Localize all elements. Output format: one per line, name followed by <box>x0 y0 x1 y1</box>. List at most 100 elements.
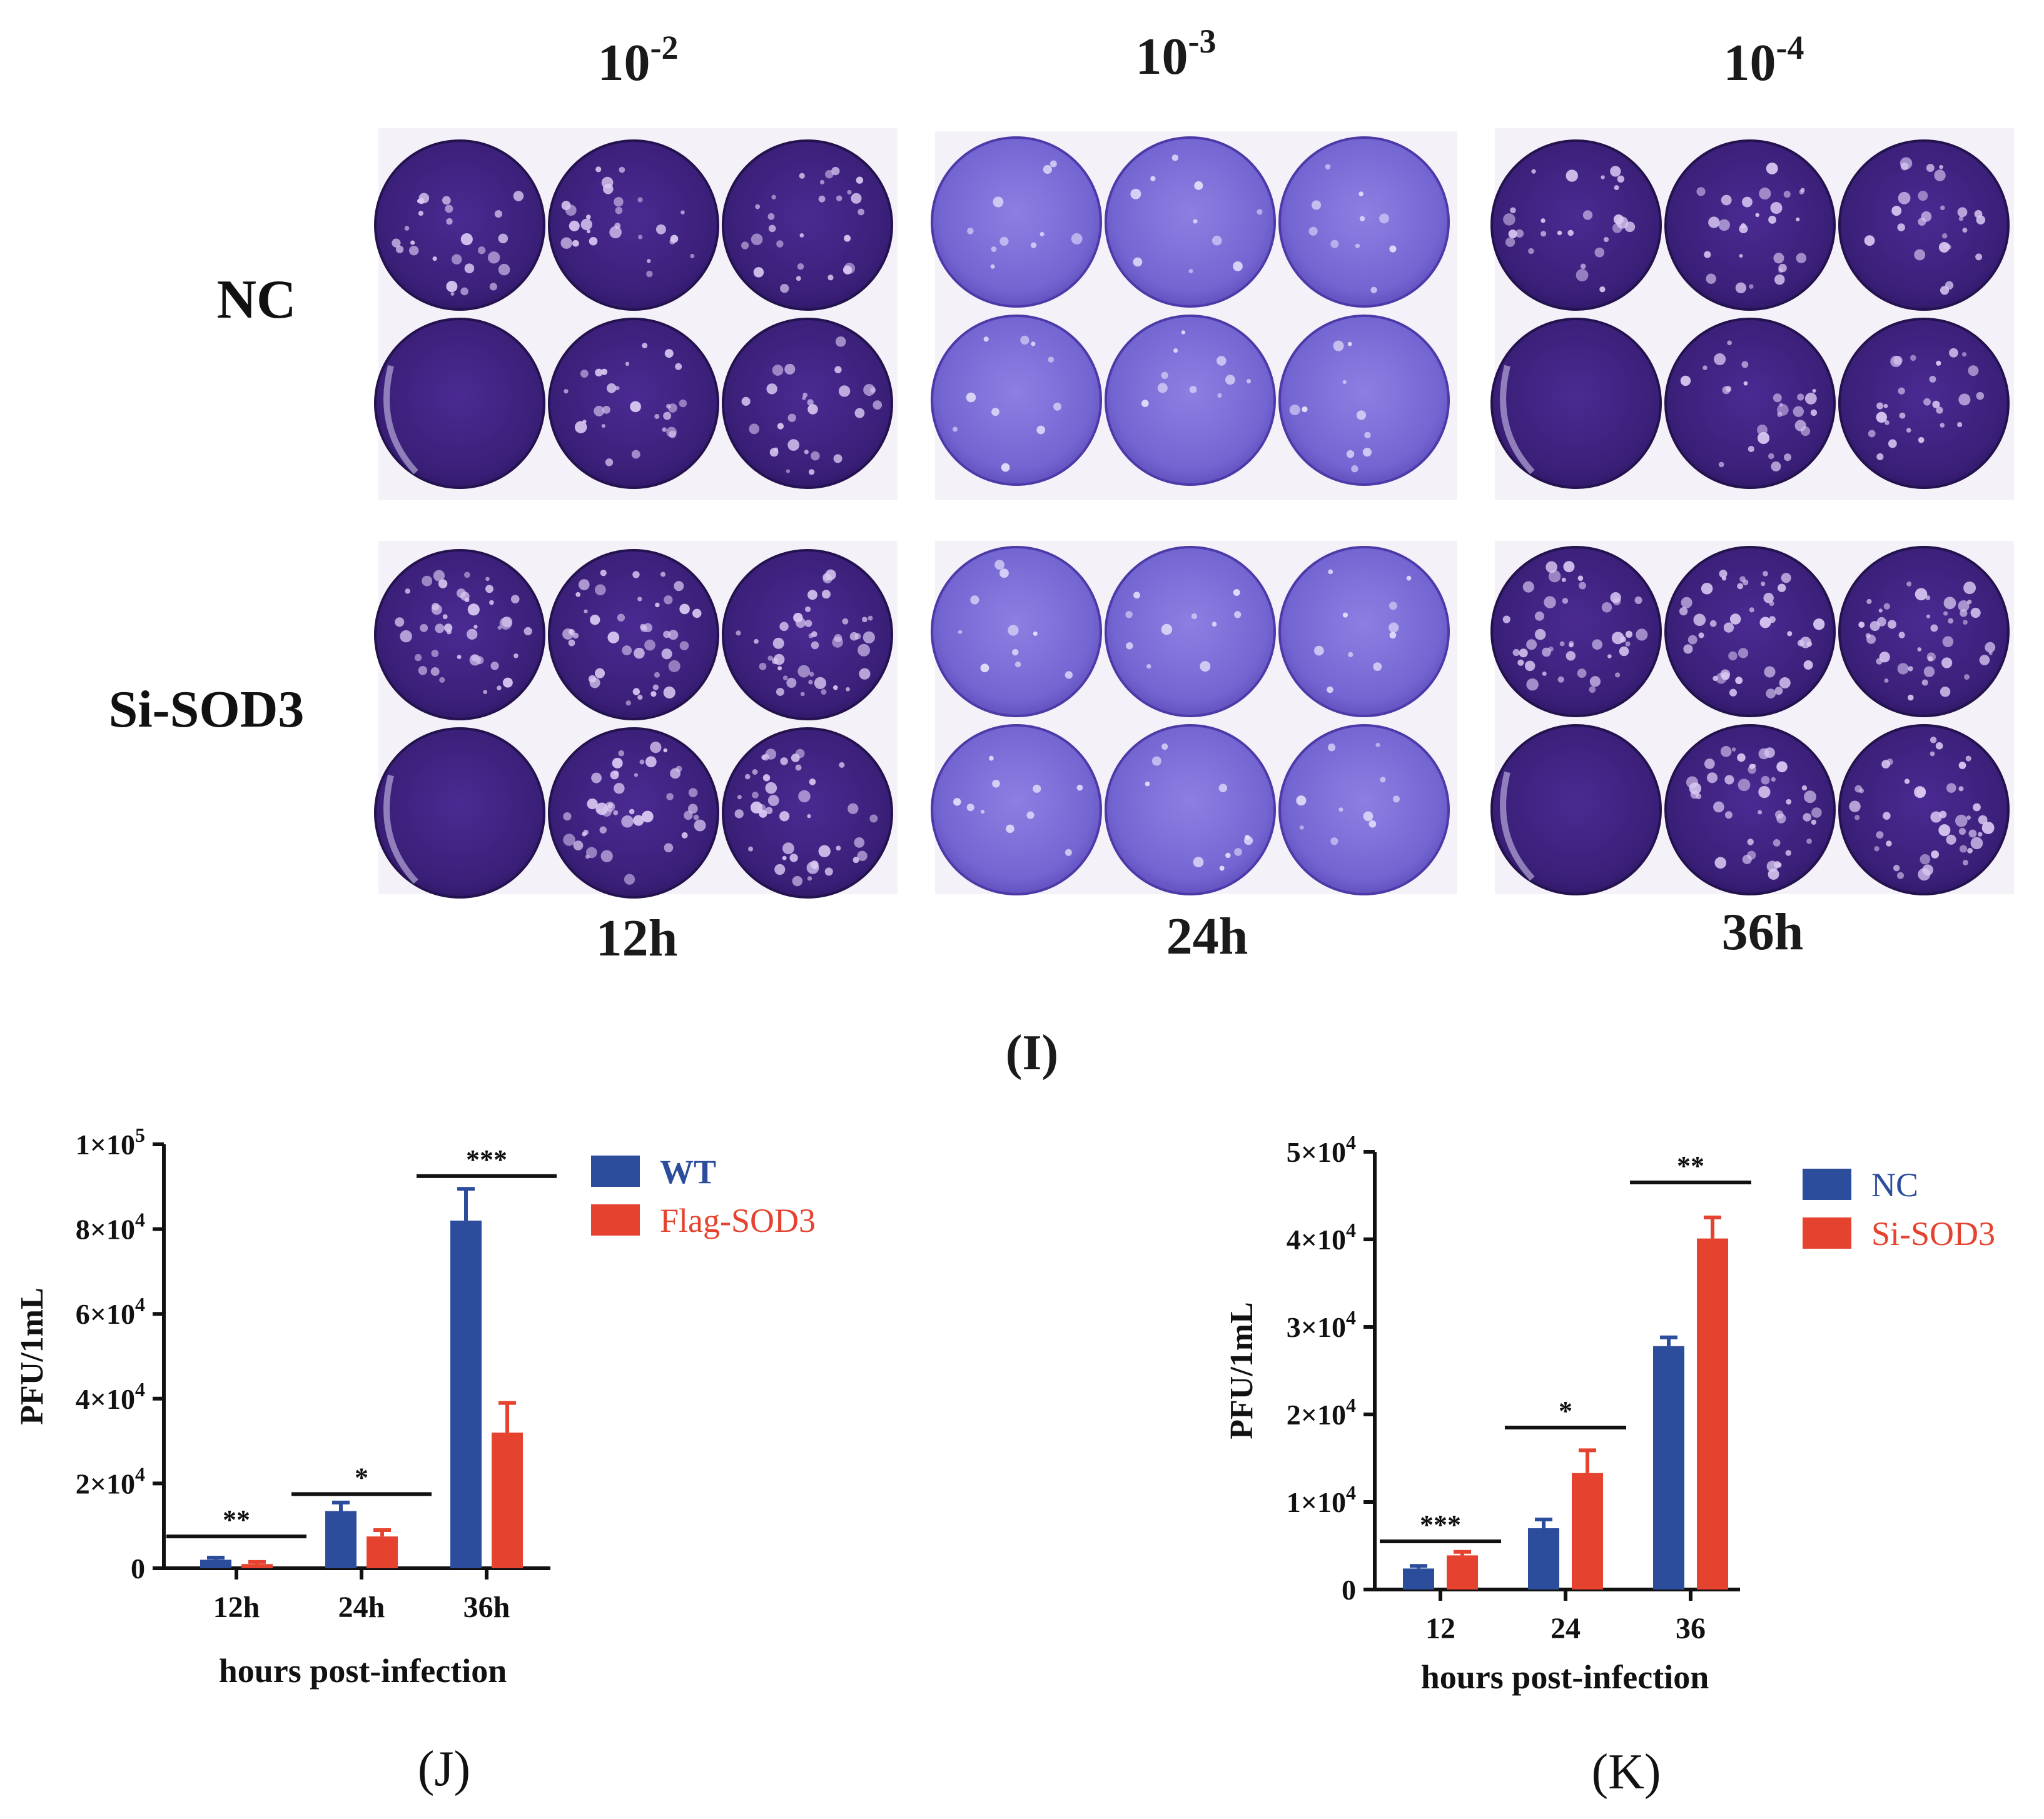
plaque-spot <box>395 245 404 253</box>
panel-label-i: (I) <box>1006 1025 1058 1081</box>
plaque-spot <box>1592 639 1602 650</box>
plaque-spot <box>1884 678 1889 683</box>
plaque-spot <box>674 581 684 592</box>
plaque-spot <box>607 632 620 643</box>
plaque-spot <box>625 361 630 366</box>
plaque-spot <box>1617 175 1625 183</box>
plaque-spot <box>1709 620 1717 627</box>
plaque-spot <box>460 287 468 296</box>
x-tick-label: 36h <box>463 1591 510 1624</box>
plate-well <box>1664 546 1836 717</box>
plaque-spot <box>1014 661 1021 668</box>
plaque-spot <box>1544 596 1556 608</box>
significance-marker: ** <box>223 1504 250 1535</box>
plaque-spot <box>1773 393 1782 403</box>
plaque-spot <box>1915 588 1928 601</box>
plaque-spot <box>1233 589 1240 596</box>
plaque-spot <box>1763 593 1774 603</box>
y-tick-label: 5×104 <box>1287 1131 1356 1168</box>
x-tick-label: 24 <box>1551 1612 1581 1645</box>
plaque-spot <box>660 572 666 577</box>
plaque-spot <box>679 399 687 408</box>
plate-well <box>722 139 893 311</box>
plaque-spot <box>807 399 814 406</box>
plate-well <box>1664 139 1836 311</box>
plaque-spot <box>1698 632 1704 638</box>
plaque-spot <box>991 408 1000 416</box>
plaque-spot <box>1594 247 1605 258</box>
plaque-spot <box>1908 694 1914 701</box>
plaque-spot <box>1900 162 1909 171</box>
plaque-spot <box>1739 254 1743 258</box>
plaque-spot <box>1233 261 1243 271</box>
plaque-spot <box>1718 461 1724 468</box>
plaque-spot <box>693 814 699 820</box>
plaque-spot <box>804 620 812 627</box>
plate-well <box>1664 724 1836 895</box>
plaque-spot <box>498 263 510 276</box>
plaque-spot <box>1776 814 1786 824</box>
plaque-spot <box>796 276 801 281</box>
plaque-spot <box>1958 216 1964 221</box>
plaque-spot <box>622 645 632 655</box>
plaque-spot <box>1161 371 1168 380</box>
plaque-spot <box>1742 579 1749 586</box>
plaque-spot <box>668 660 680 672</box>
plaque-spot <box>1561 577 1566 582</box>
plaque-spot <box>1033 784 1041 793</box>
plaque-spot <box>634 773 639 777</box>
plaque-spot <box>1787 631 1793 637</box>
row-label-si-sod3: Si-SOD3 <box>109 680 305 738</box>
plaque-spot <box>612 757 623 768</box>
plaque-spot <box>1898 387 1905 395</box>
plaque-spot <box>1978 832 1983 837</box>
plaque-spot <box>1899 412 1906 419</box>
plaque-spot <box>1962 228 1968 233</box>
plaque-spot <box>1735 677 1743 685</box>
x-tick-label: 12h <box>213 1591 260 1624</box>
plaque-spot <box>1854 815 1860 820</box>
plaque-spot <box>595 368 603 377</box>
plaque-spot <box>1849 800 1861 812</box>
plaque-spot <box>1311 200 1322 210</box>
plaque-spot <box>1958 762 1966 769</box>
plaque-spot <box>1958 786 1964 792</box>
plaque-spot <box>573 840 584 850</box>
plaque-spot <box>1876 453 1884 461</box>
plate-glare <box>1500 365 1535 475</box>
plaque-spot <box>1212 235 1222 246</box>
plaque-spot <box>1515 229 1524 238</box>
plaque-spot <box>1225 375 1235 385</box>
plaque-spot <box>1776 404 1789 416</box>
plaque-spot <box>1936 406 1943 414</box>
plaque-spot <box>1714 353 1726 365</box>
plaque-spot <box>1333 340 1344 351</box>
plaque-spot <box>1722 386 1731 395</box>
plaque-spot <box>1935 742 1943 750</box>
plaque-spot <box>1181 330 1186 335</box>
plaque-spot <box>1921 211 1932 222</box>
plaque-spot <box>1888 439 1897 448</box>
plaque-spot <box>487 251 500 264</box>
legend-label: NC <box>1871 1166 1918 1204</box>
plaque-spot <box>809 672 814 677</box>
plaque-spot <box>1302 406 1308 413</box>
plaque-spot <box>1636 628 1648 641</box>
bar-wt <box>325 1511 357 1568</box>
y-tick-label: 0 <box>131 1553 145 1585</box>
plaque-spot <box>999 236 1009 246</box>
plaque-spot <box>446 218 453 225</box>
plaque-spot <box>1542 647 1551 657</box>
plaque-spot <box>1766 162 1778 174</box>
plaque-spot <box>1065 849 1072 856</box>
plaque-spot <box>737 795 742 800</box>
plaque-spot <box>600 850 613 862</box>
plaque-spot <box>780 284 789 293</box>
plaque-spot <box>432 256 437 261</box>
plaque-spot <box>464 263 475 273</box>
plaque-spot <box>1033 631 1038 636</box>
plaque-spot <box>1358 191 1364 196</box>
plaque-spot <box>755 204 761 209</box>
plaque-spot <box>1941 233 1948 239</box>
plaque-spot <box>665 403 671 409</box>
